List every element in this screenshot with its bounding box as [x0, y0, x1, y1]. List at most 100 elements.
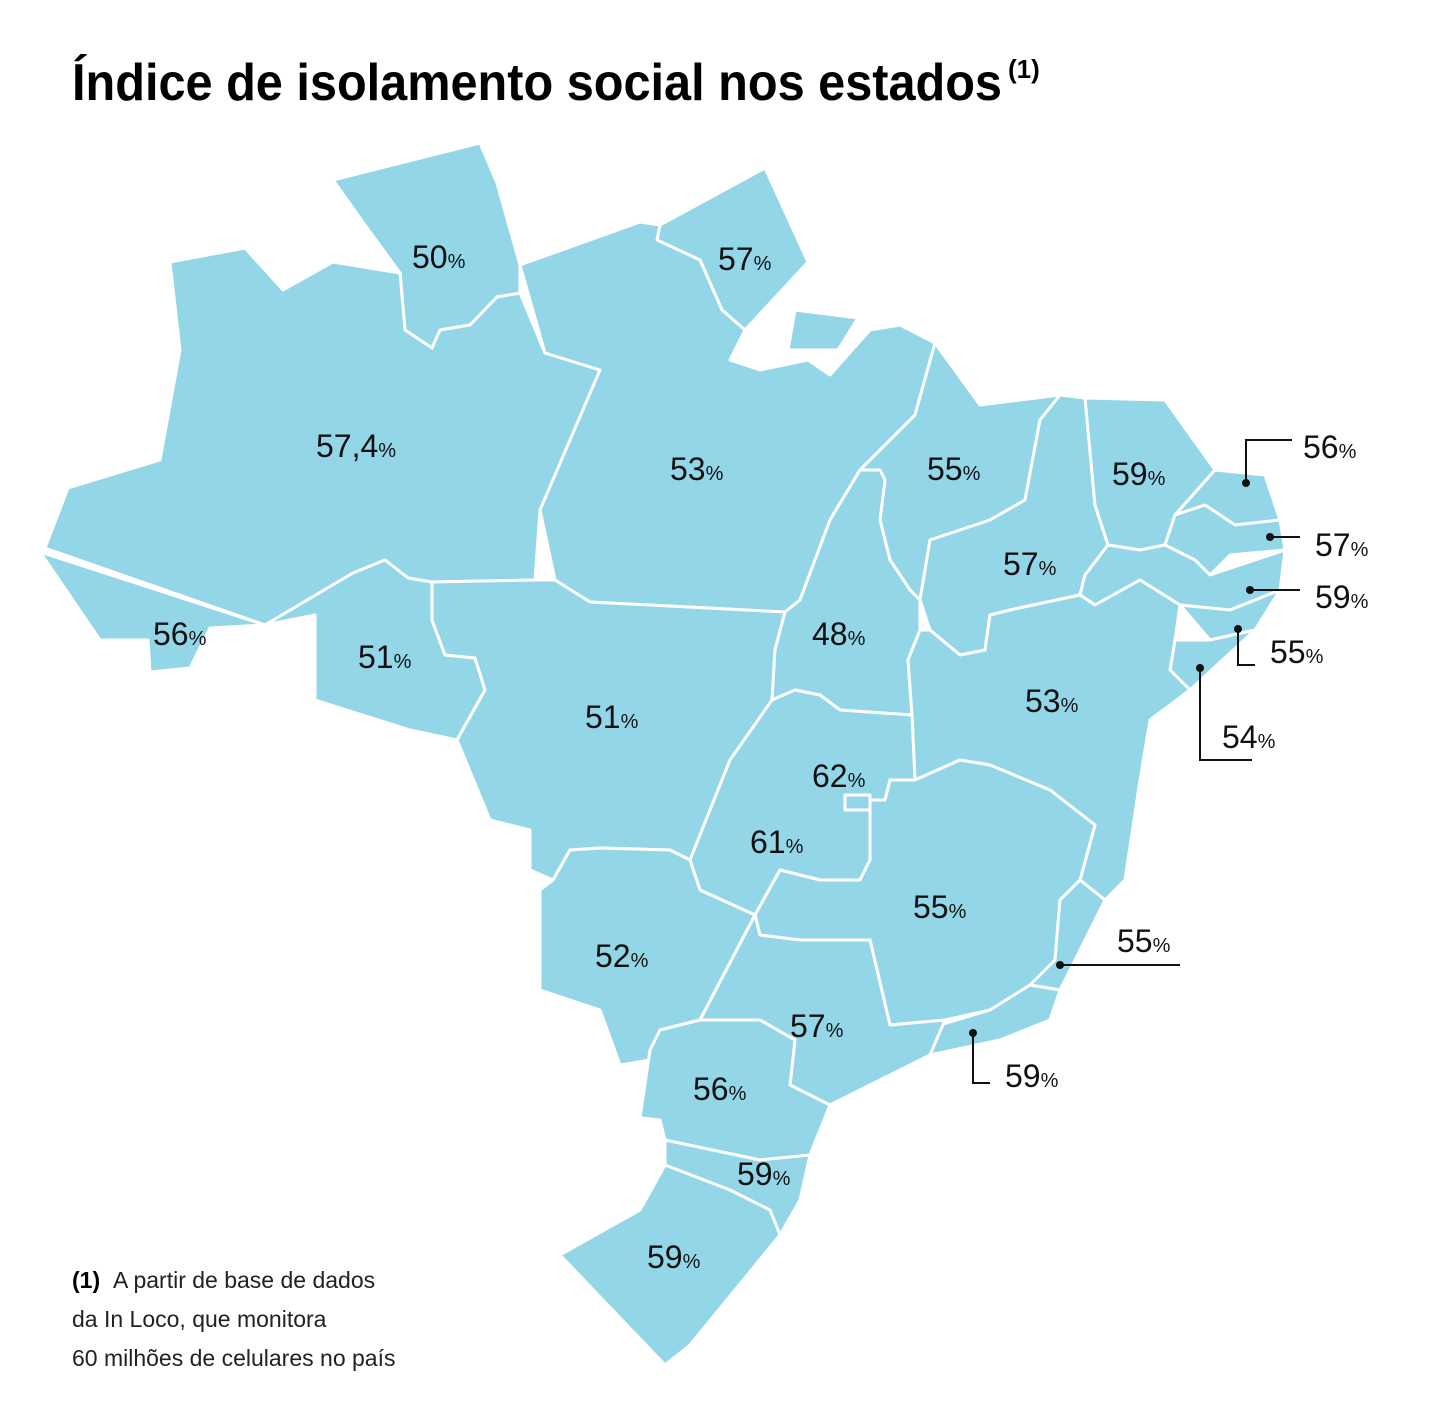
leader-dot — [1234, 625, 1242, 633]
state-label: 57,4% — [316, 428, 396, 464]
label-unit: % — [949, 901, 967, 923]
label-unit: % — [848, 770, 866, 792]
label-unit: % — [1339, 441, 1357, 463]
label-value: 62 — [812, 758, 848, 794]
state-label: 57% — [718, 241, 772, 277]
label-unit: % — [729, 1083, 747, 1105]
label-value: 56 — [693, 1071, 729, 1107]
label-unit: % — [394, 651, 412, 673]
label-unit: % — [1148, 468, 1166, 490]
states — [38, 141, 1287, 1367]
label-value: 57,4 — [316, 428, 378, 464]
state-label: 51% — [585, 699, 639, 735]
label-unit: % — [754, 253, 772, 275]
state-shape — [928, 983, 1062, 1057]
leader-line — [1199, 668, 1252, 761]
label-unit: % — [621, 711, 639, 733]
island-shape — [786, 308, 860, 352]
state-label: 62% — [812, 758, 866, 794]
state-label: 55% — [1270, 634, 1324, 670]
state-shape — [558, 1163, 782, 1367]
leader-line — [1237, 629, 1255, 666]
state-label: 56% — [1303, 429, 1357, 465]
district-shape — [843, 793, 872, 812]
footnote-marker: (1) — [72, 1267, 100, 1293]
leader-dot — [969, 1029, 977, 1037]
label-value: 54 — [1222, 719, 1258, 755]
state-label: 56% — [693, 1071, 747, 1107]
state-shape — [1178, 588, 1282, 642]
label-unit: % — [963, 463, 981, 485]
label-value: 57 — [1315, 527, 1351, 563]
label-value: 57 — [1003, 546, 1039, 582]
label-value: 51 — [585, 699, 621, 735]
label-unit: % — [1153, 935, 1171, 957]
footnote-line: A partir de base de dados — [113, 1267, 375, 1293]
state-label: 57% — [1003, 546, 1057, 582]
label-unit: % — [1351, 539, 1369, 561]
label-unit: % — [448, 251, 466, 273]
label-unit: % — [786, 836, 804, 858]
leader-line — [972, 1033, 990, 1084]
state-label: 48% — [812, 616, 866, 652]
label-value: 59 — [1005, 1058, 1041, 1094]
state-label: 59% — [1005, 1058, 1059, 1094]
footnote-line: da In Loco, que monitora — [72, 1306, 327, 1332]
footnote-line: 60 milhões de celulares no país — [72, 1345, 395, 1371]
label-value: 53 — [670, 451, 706, 487]
label-unit: % — [826, 1020, 844, 1042]
leaders — [969, 439, 1300, 1084]
state-shape — [38, 550, 267, 674]
label-value: 57 — [718, 241, 754, 277]
label-value: 59 — [647, 1239, 683, 1275]
state-label: 54% — [1222, 719, 1276, 755]
state-label: 53% — [1025, 683, 1079, 719]
leader-dot — [1242, 479, 1250, 487]
label-unit: % — [378, 440, 396, 462]
state-label: 55% — [927, 451, 981, 487]
label-unit: % — [631, 950, 649, 972]
state-label: 53% — [670, 451, 724, 487]
label-value: 55 — [913, 889, 949, 925]
leader-dot — [1246, 586, 1254, 594]
label-unit: % — [1039, 558, 1057, 580]
label-unit: % — [1041, 1070, 1059, 1092]
label-unit: % — [1306, 646, 1324, 668]
label-value: 48 — [812, 616, 848, 652]
label-value: 55 — [927, 451, 963, 487]
label-value: 52 — [595, 938, 631, 974]
label-value: 59 — [1112, 456, 1148, 492]
leader-dot — [1196, 664, 1204, 672]
leader-line — [1245, 439, 1292, 483]
state-label: 57% — [790, 1008, 844, 1044]
label-unit: % — [773, 1168, 791, 1190]
state-label: 55% — [913, 889, 967, 925]
state-label: 56% — [153, 616, 207, 652]
state-label: 57% — [1315, 527, 1369, 563]
label-value: 53 — [1025, 683, 1061, 719]
label-value: 59 — [1315, 579, 1351, 615]
label-value: 59 — [737, 1156, 773, 1192]
label-unit: % — [1351, 591, 1369, 613]
label-unit: % — [706, 463, 724, 485]
state-label: 61% — [750, 824, 804, 860]
title: Índice de isolamento social nos estados — [72, 54, 1002, 112]
state-label: 52% — [595, 938, 649, 974]
state-label: 59% — [737, 1156, 791, 1192]
state-label: 55% — [1117, 923, 1171, 959]
label-value: 61 — [750, 824, 786, 860]
state-label: 51% — [358, 639, 412, 675]
state-label: 59% — [1315, 579, 1369, 615]
label-value: 56 — [1303, 429, 1339, 465]
label-value: 50 — [412, 239, 448, 275]
label-value: 57 — [790, 1008, 826, 1044]
title-note-marker: (1) — [1008, 54, 1040, 84]
label-unit: % — [848, 628, 866, 650]
label-unit: % — [189, 628, 207, 650]
label-unit: % — [1061, 695, 1079, 717]
label-value: 56 — [153, 616, 189, 652]
label-unit: % — [683, 1251, 701, 1273]
label-unit: % — [1258, 731, 1276, 753]
state-label: 59% — [1112, 456, 1166, 492]
